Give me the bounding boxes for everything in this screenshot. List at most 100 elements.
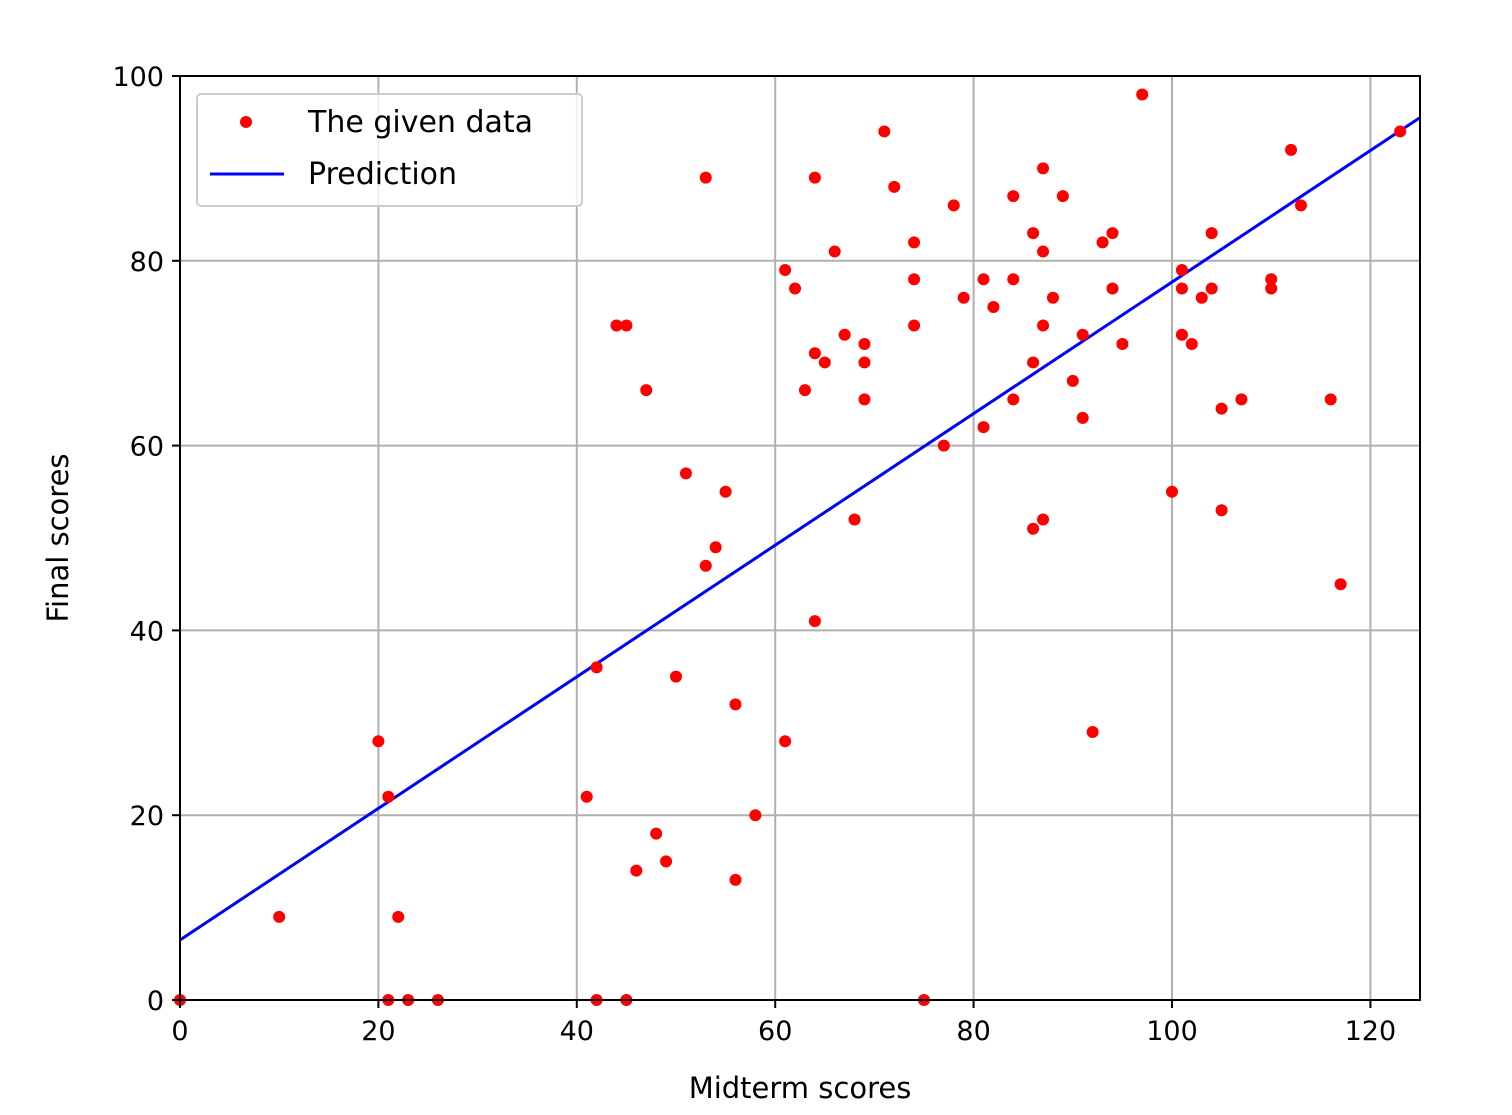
data-point: [957, 291, 970, 304]
y-tick-label: 80: [130, 247, 164, 278]
data-point: [947, 199, 960, 212]
data-point: [987, 301, 1000, 313]
y-tick-label: 100: [112, 62, 164, 93]
data-point: [779, 735, 792, 748]
x-tick-label: 0: [171, 1016, 188, 1047]
data-point: [1324, 393, 1337, 406]
data-point: [1185, 337, 1198, 350]
data-point: [1076, 328, 1089, 341]
legend-marker-data-icon: [240, 116, 252, 128]
data-point: [1106, 282, 1119, 295]
data-point: [1136, 88, 1149, 101]
x-tick-label: 20: [361, 1016, 395, 1047]
x-tick-label: 60: [758, 1016, 792, 1047]
data-point: [1205, 227, 1218, 240]
data-point: [1027, 356, 1040, 369]
legend-label-prediction: Prediction: [308, 157, 457, 192]
data-point: [1334, 578, 1347, 591]
data-point: [590, 661, 603, 674]
x-axis-label: Midterm scores: [689, 1071, 912, 1105]
prediction-line-layer: [179, 116, 1421, 942]
data-point: [1265, 273, 1278, 286]
data-point: [630, 864, 643, 877]
data-point: [699, 171, 712, 184]
data-point: [1007, 273, 1020, 286]
data-point: [1086, 726, 1099, 739]
data-point: [779, 264, 792, 277]
data-point: [808, 615, 821, 628]
data-point: [610, 319, 623, 332]
data-point: [1215, 402, 1228, 415]
data-point: [1046, 291, 1059, 304]
data-point: [1175, 282, 1188, 295]
data-point: [660, 855, 673, 868]
x-tick-label: 100: [1146, 1016, 1198, 1047]
data-point: [1076, 411, 1089, 424]
data-point: [620, 319, 633, 332]
data-point: [1265, 282, 1278, 295]
data-point: [382, 790, 395, 803]
data-point: [908, 236, 921, 249]
data-point: [1096, 236, 1109, 249]
x-axis-ticks: 0 20 40 60 80 100 120: [171, 1000, 1396, 1047]
prediction-line: [179, 116, 1421, 942]
data-point: [1235, 393, 1248, 406]
data-point: [1215, 504, 1228, 517]
y-tick-label: 20: [130, 801, 164, 832]
x-tick-label: 120: [1345, 1016, 1397, 1047]
data-point: [1027, 522, 1040, 535]
data-point: [808, 171, 821, 184]
data-point: [858, 356, 871, 369]
data-point: [392, 910, 405, 923]
y-tick-label: 60: [130, 432, 164, 463]
data-point: [789, 282, 802, 295]
data-point: [1056, 190, 1069, 203]
data-point: [372, 735, 385, 748]
x-tick-label: 80: [956, 1016, 990, 1047]
y-tick-label: 0: [147, 986, 164, 1017]
data-point: [1205, 282, 1218, 295]
data-point: [1027, 227, 1040, 240]
data-point: [1066, 374, 1079, 387]
data-point: [580, 790, 593, 803]
data-point: [908, 319, 921, 332]
data-point: [719, 485, 732, 498]
data-point: [640, 384, 653, 397]
data-point: [908, 273, 921, 286]
data-point: [848, 513, 861, 526]
data-point: [977, 273, 990, 286]
data-point: [1037, 245, 1050, 258]
data-point: [273, 910, 286, 923]
data-point: [699, 559, 712, 572]
data-points-layer: [174, 88, 1407, 1006]
data-point: [1195, 291, 1208, 304]
data-point: [808, 347, 821, 360]
data-point: [1166, 485, 1178, 498]
x-tick-label: 40: [560, 1016, 594, 1047]
legend-label-data: The given data: [307, 105, 533, 140]
data-point: [828, 245, 841, 258]
data-point: [858, 393, 871, 406]
data-point: [1116, 337, 1129, 350]
y-axis-label: Final scores: [41, 453, 75, 622]
data-point: [1037, 162, 1050, 175]
data-point: [798, 384, 811, 397]
data-point: [679, 467, 692, 480]
data-point: [1037, 513, 1050, 526]
data-point: [1285, 143, 1298, 156]
data-point: [858, 337, 871, 350]
data-point: [937, 439, 950, 452]
data-point: [838, 328, 851, 341]
data-point: [1007, 190, 1020, 203]
legend: The given data Prediction: [196, 93, 583, 207]
data-point: [888, 180, 901, 193]
data-point: [709, 541, 722, 554]
data-point: [729, 698, 742, 711]
y-axis-ticks: 0 20 40 60 80 100: [112, 62, 180, 1017]
data-point: [1175, 264, 1188, 277]
data-point: [818, 356, 831, 369]
data-point: [650, 827, 663, 840]
data-point: [878, 125, 891, 138]
